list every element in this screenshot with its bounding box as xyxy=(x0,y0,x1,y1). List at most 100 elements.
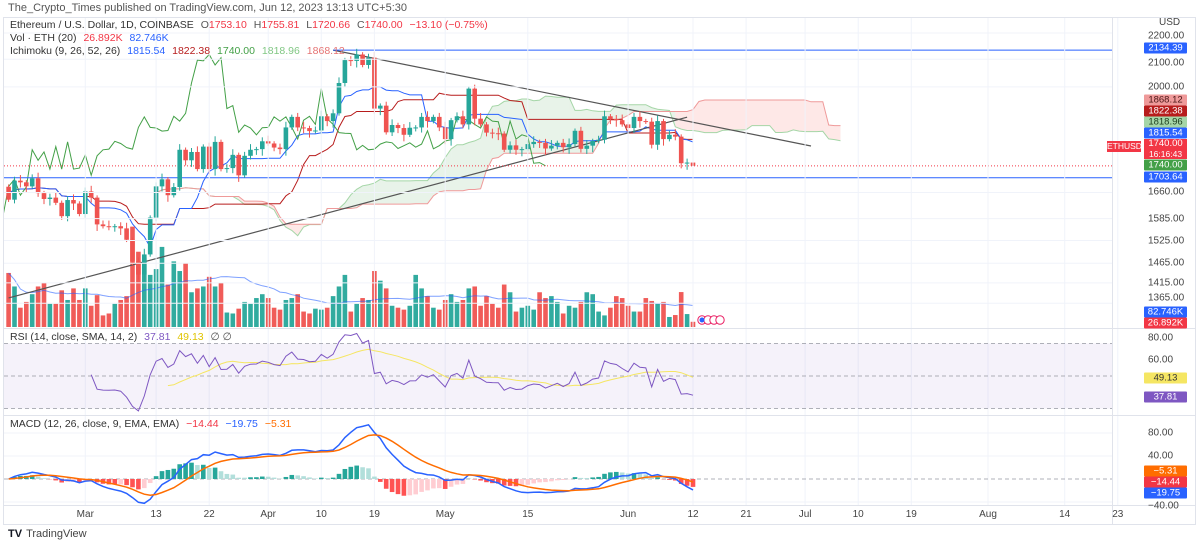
macd-histogram-label: −14.44 xyxy=(1144,476,1187,488)
ichimoku-title[interactable]: Ichimoku (9, 26, 52, 26) xyxy=(10,45,121,57)
candle-body xyxy=(478,118,483,125)
candle xyxy=(224,164,230,173)
candle-body xyxy=(484,124,489,133)
candle-body xyxy=(543,142,548,149)
ichimoku-cloud-segment xyxy=(763,100,770,126)
candle xyxy=(342,57,348,87)
macd-histogram-bar xyxy=(549,479,554,482)
candle xyxy=(614,115,619,127)
volume-bar xyxy=(378,280,383,327)
candle-body xyxy=(678,136,684,164)
candle xyxy=(324,114,330,127)
candle xyxy=(230,149,236,174)
candle-body xyxy=(519,149,525,151)
candle-body xyxy=(448,120,454,140)
candle-body xyxy=(100,224,106,227)
tradingview-logo-icon[interactable]: TV xyxy=(8,528,23,540)
ichimoku-span-a-value: 1818.96 xyxy=(261,45,300,57)
macd-histogram-bar xyxy=(537,479,542,483)
candle xyxy=(177,144,182,191)
macd-histogram-bar xyxy=(413,479,418,495)
candle xyxy=(130,237,135,266)
rsi-axis-tick: 80.00 xyxy=(1148,332,1174,344)
candle xyxy=(348,56,354,67)
macd-histogram-bar xyxy=(614,471,619,479)
candle xyxy=(183,147,188,166)
candle xyxy=(366,53,371,69)
macd-axis-tick: 80.00 xyxy=(1148,427,1174,439)
candle xyxy=(584,140,590,154)
candle-body xyxy=(537,141,542,143)
candle xyxy=(472,84,477,126)
macd-histogram-bar xyxy=(242,477,247,479)
volume-bar xyxy=(631,311,637,327)
candle-body xyxy=(637,116,643,122)
volume-bar xyxy=(59,290,64,327)
candle xyxy=(218,139,224,172)
candle-body xyxy=(590,140,595,146)
candle xyxy=(454,112,460,123)
volume-bar xyxy=(661,301,666,327)
candle-body xyxy=(65,200,70,217)
candle xyxy=(643,118,649,124)
volume-bar xyxy=(484,296,489,327)
volume-title[interactable]: Vol · ETH (20) xyxy=(10,32,77,44)
volume-bar xyxy=(289,298,295,327)
candle-body xyxy=(560,142,566,148)
volume-bar xyxy=(18,307,23,327)
macd-histogram-bar xyxy=(53,479,59,481)
candle xyxy=(195,146,200,172)
candle-body xyxy=(177,149,182,188)
price-axis-tick: 1585.00 xyxy=(1148,213,1185,225)
footer: TV TradingView xyxy=(8,528,87,540)
ichimoku-cloud-segment xyxy=(285,223,292,231)
volume-bar xyxy=(637,311,643,327)
volume-bar xyxy=(271,307,277,327)
macd-histogram-bar xyxy=(407,479,413,496)
candle xyxy=(572,128,578,147)
volume-bar xyxy=(466,288,472,327)
macd-histogram-bar xyxy=(330,477,336,479)
macd-histogram-bar xyxy=(354,465,359,479)
macd-histogram-bar xyxy=(448,479,454,487)
candle xyxy=(378,103,383,116)
rsi-title[interactable]: RSI (14, close, SMA, 14, 2) xyxy=(10,331,138,343)
candle xyxy=(71,194,76,211)
volume-bar xyxy=(678,292,684,327)
volume-bar xyxy=(136,251,141,327)
price-label-tenkan: 1815.54 xyxy=(1144,127,1187,139)
candle xyxy=(448,117,454,146)
macd-histogram-bar xyxy=(230,474,236,479)
time-axis-tick: May xyxy=(435,509,455,520)
volume-label: 26.892K xyxy=(1144,317,1187,329)
macd-legend: MACD (12, 26, close, 9, EMA, EMA) −14.44… xyxy=(10,418,295,430)
ichimoku-cloud-segment xyxy=(238,196,245,205)
volume-bar xyxy=(673,315,678,327)
candle xyxy=(507,141,513,154)
ichimoku-cloud-segment xyxy=(834,125,841,141)
rsi-line xyxy=(90,332,694,412)
macd-histogram-bar xyxy=(295,475,300,479)
price-axis-tick: 1660.00 xyxy=(1148,186,1185,198)
candle-body xyxy=(183,149,188,161)
candle-body xyxy=(354,54,359,61)
ichimoku-cloud-segment xyxy=(645,104,652,112)
candle-body xyxy=(201,146,206,170)
candle-body xyxy=(572,130,578,145)
candle-body xyxy=(248,149,253,156)
candle xyxy=(260,137,265,156)
time-axis-tick: 10 xyxy=(852,509,864,520)
candle-body xyxy=(684,162,690,164)
macd-title[interactable]: MACD (12, 26, close, 9, EMA, EMA) xyxy=(10,418,180,430)
ichimoku-cloud-segment xyxy=(746,100,752,130)
price-label-hline-bottom: 1703.64 xyxy=(1144,171,1187,183)
volume-bar xyxy=(77,299,82,327)
macd-histogram-bar xyxy=(460,479,466,484)
macd-histogram-bar xyxy=(147,479,153,484)
ichimoku-cloud-segment xyxy=(427,173,434,204)
ichimoku-cloud-segment xyxy=(616,104,623,121)
candle xyxy=(490,128,495,139)
footer-brand[interactable]: TradingView xyxy=(26,528,87,540)
symbol-title[interactable]: Ethereum / U.S. Dollar, 1D, COINBASE xyxy=(10,19,194,31)
